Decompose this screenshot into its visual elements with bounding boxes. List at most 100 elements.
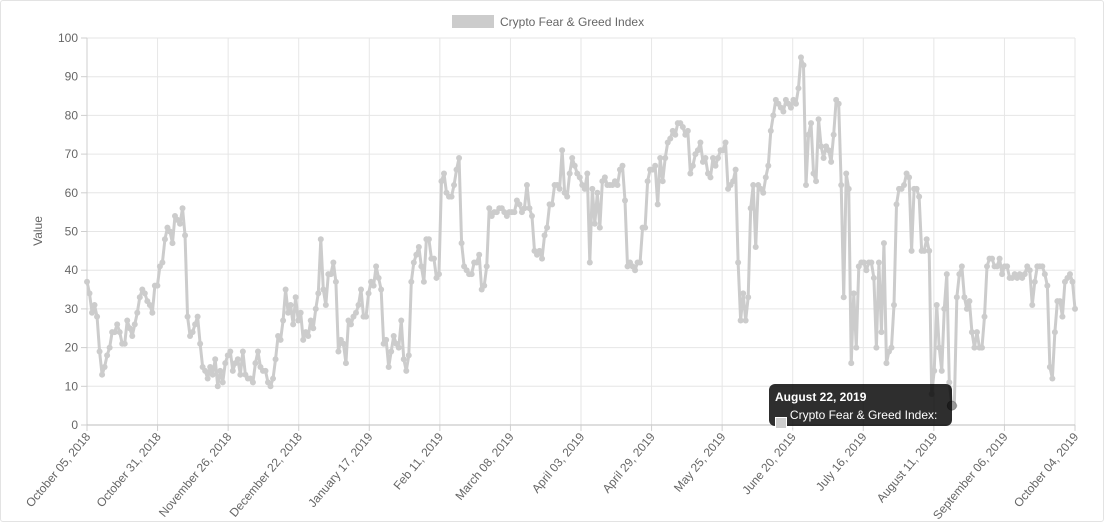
data-point[interactable] <box>780 108 787 115</box>
data-point[interactable] <box>166 228 173 235</box>
data-point[interactable] <box>154 282 161 289</box>
data-point[interactable] <box>438 178 445 185</box>
data-point[interactable] <box>569 154 576 161</box>
data-point[interactable] <box>835 100 842 107</box>
data-point[interactable] <box>307 317 314 324</box>
data-point[interactable] <box>978 344 985 351</box>
data-point[interactable] <box>252 360 259 367</box>
data-point[interactable] <box>189 329 196 336</box>
data-point[interactable] <box>340 340 347 347</box>
data-point[interactable] <box>94 313 101 320</box>
data-point[interactable] <box>84 278 90 285</box>
data-point[interactable] <box>370 282 377 289</box>
data-point[interactable] <box>126 325 133 332</box>
data-point[interactable] <box>765 162 772 169</box>
data-point[interactable] <box>559 147 566 154</box>
data-point[interactable] <box>544 224 551 231</box>
data-point[interactable] <box>96 348 103 355</box>
series-points[interactable] <box>84 54 1078 411</box>
data-point[interactable] <box>601 174 608 181</box>
data-point[interactable] <box>694 147 701 154</box>
data-point[interactable] <box>1066 271 1073 278</box>
data-point[interactable] <box>182 232 189 239</box>
data-point[interactable] <box>1031 278 1038 285</box>
data-point[interactable] <box>571 162 578 169</box>
data-point[interactable] <box>385 363 392 370</box>
data-point[interactable] <box>267 383 274 390</box>
data-point[interactable] <box>813 178 820 185</box>
data-point[interactable] <box>1051 329 1058 336</box>
data-point[interactable] <box>931 367 938 374</box>
data-point[interactable] <box>101 363 108 370</box>
data-point[interactable] <box>430 255 437 262</box>
data-point[interactable] <box>966 298 973 305</box>
data-point[interactable] <box>735 259 742 266</box>
data-point[interactable] <box>129 332 136 339</box>
data-point[interactable] <box>468 271 475 278</box>
data-point[interactable] <box>973 329 980 336</box>
data-point[interactable] <box>217 367 224 374</box>
data-point[interactable] <box>689 162 696 169</box>
data-point[interactable] <box>953 294 960 301</box>
data-point[interactable] <box>921 247 928 254</box>
data-point[interactable] <box>121 340 128 347</box>
data-point[interactable] <box>539 255 546 262</box>
data-point[interactable] <box>420 278 427 285</box>
data-point[interactable] <box>91 302 98 309</box>
data-point[interactable] <box>828 158 835 165</box>
data-point[interactable] <box>330 259 337 266</box>
data-point[interactable] <box>1046 363 1053 370</box>
data-point[interactable] <box>212 356 219 363</box>
data-point[interactable] <box>715 154 722 161</box>
data-point[interactable] <box>752 243 759 250</box>
data-point[interactable] <box>114 321 121 328</box>
data-point[interactable] <box>795 85 802 92</box>
data-point[interactable] <box>720 147 727 154</box>
data-point[interactable] <box>214 383 221 390</box>
data-point[interactable] <box>963 305 970 312</box>
data-point[interactable] <box>750 182 757 189</box>
data-point[interactable] <box>310 325 317 332</box>
data-point[interactable] <box>383 336 390 343</box>
data-point[interactable] <box>908 247 915 254</box>
data-point[interactable] <box>818 143 825 150</box>
data-point[interactable] <box>219 379 226 386</box>
data-point[interactable] <box>403 367 410 374</box>
data-point[interactable] <box>481 282 488 289</box>
data-point[interactable] <box>591 220 598 227</box>
data-point[interactable] <box>923 236 930 243</box>
data-point[interactable] <box>312 305 319 312</box>
data-point[interactable] <box>373 263 380 270</box>
data-point[interactable] <box>1021 271 1028 278</box>
data-point[interactable] <box>262 367 269 374</box>
data-point[interactable] <box>742 317 749 324</box>
data-point[interactable] <box>564 193 571 200</box>
data-point[interactable] <box>365 290 372 297</box>
data-point[interactable] <box>353 309 359 316</box>
data-point[interactable] <box>702 154 709 161</box>
data-point[interactable] <box>456 154 463 161</box>
data-point[interactable] <box>732 166 739 173</box>
data-point[interactable] <box>770 112 777 119</box>
data-point[interactable] <box>116 329 123 336</box>
data-point[interactable] <box>425 236 432 243</box>
data-point[interactable] <box>400 356 407 363</box>
data-point[interactable] <box>536 247 543 254</box>
data-point[interactable] <box>237 371 244 378</box>
data-point[interactable] <box>270 375 277 382</box>
data-point[interactable] <box>277 336 284 343</box>
data-point[interactable] <box>149 309 156 316</box>
data-point[interactable] <box>526 205 533 212</box>
data-point[interactable] <box>762 174 769 181</box>
data-point[interactable] <box>124 317 131 324</box>
data-point[interactable] <box>843 170 850 177</box>
data-point[interactable] <box>815 116 822 123</box>
data-point[interactable] <box>614 182 621 189</box>
data-point[interactable] <box>327 271 334 278</box>
data-point[interactable] <box>272 356 279 363</box>
data-point[interactable] <box>280 317 287 324</box>
data-point[interactable] <box>712 162 719 169</box>
data-point[interactable] <box>347 321 354 328</box>
data-point[interactable] <box>202 367 209 374</box>
data-point[interactable] <box>549 201 556 208</box>
